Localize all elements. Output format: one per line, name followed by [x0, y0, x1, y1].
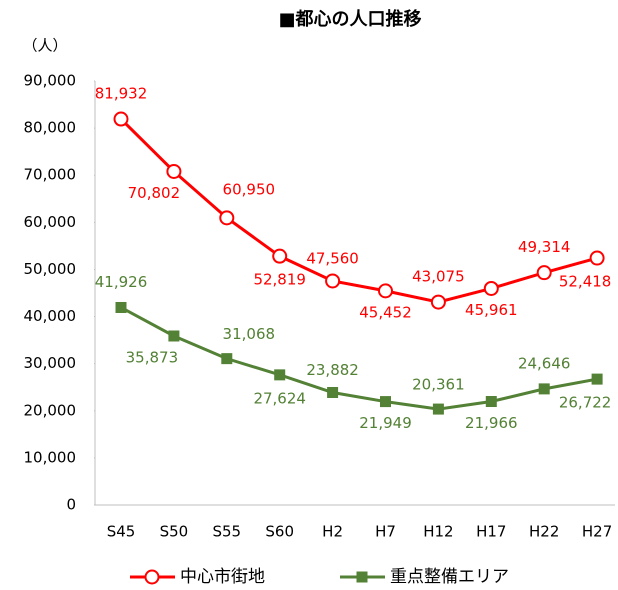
series-line [120, 306, 598, 411]
x-tick-label: S45 [107, 523, 136, 541]
point-marker [483, 280, 499, 296]
point-marker [113, 111, 129, 127]
data-label: 31,068 [223, 325, 276, 343]
data-label: 49,314 [518, 238, 571, 256]
data-label: 81,932 [95, 85, 148, 103]
legend-marker [356, 571, 368, 583]
legend-marker [144, 569, 160, 585]
y-tick-label: 40,000 [24, 307, 77, 325]
data-label: 35,873 [126, 348, 179, 366]
point-marker [430, 294, 446, 310]
y-tick-label: 60,000 [24, 213, 77, 231]
point-marker [538, 383, 550, 395]
x-tick-label: S55 [212, 523, 241, 541]
legend-label: 重点整備エリア [390, 567, 509, 587]
data-label: 24,646 [518, 354, 571, 372]
x-tick-label: H12 [423, 523, 453, 541]
y-tick-label: 10,000 [24, 448, 77, 466]
legend-label: 中心市街地 [180, 567, 265, 587]
y-tick-label: 20,000 [24, 401, 77, 419]
point-marker [166, 163, 182, 179]
point-marker [591, 373, 603, 385]
point-marker [378, 283, 393, 299]
point-marker [274, 369, 286, 381]
data-label: 70,802 [128, 184, 181, 202]
series-line [119, 117, 598, 304]
data-label: 52,819 [253, 271, 306, 289]
y-tick-label: 90,000 [24, 72, 77, 90]
point-marker [325, 273, 341, 289]
x-tick-label: S60 [265, 523, 294, 541]
point-marker [589, 250, 605, 266]
y-axis-label: （人） [22, 37, 67, 55]
data-label: 41,926 [95, 273, 148, 291]
point-marker [485, 396, 497, 408]
data-label: 52,418 [559, 273, 612, 291]
data-label: 27,624 [253, 389, 306, 407]
point-marker [327, 386, 339, 398]
point-marker [219, 210, 235, 226]
x-tick-label: H7 [375, 523, 396, 541]
point-marker [536, 265, 552, 281]
data-label: 23,882 [306, 361, 359, 379]
point-marker [272, 248, 288, 264]
data-label: 21,966 [465, 414, 518, 432]
x-tick-label: H27 [582, 523, 612, 541]
x-tick-label: S50 [160, 523, 189, 541]
data-label: 45,452 [359, 303, 412, 321]
data-label: 43,075 [412, 268, 465, 286]
y-tick-label: 50,000 [24, 260, 77, 278]
point-marker [432, 403, 444, 415]
data-label: 60,950 [223, 180, 276, 198]
x-tick-label: H17 [476, 523, 506, 541]
y-tick-label: 30,000 [24, 354, 77, 372]
data-label: 26,722 [559, 394, 612, 412]
y-tick-label: 80,000 [24, 119, 77, 137]
data-label: 47,560 [306, 249, 359, 267]
chart-title: ■都心の人口推移 [278, 8, 421, 30]
data-label: 45,961 [465, 301, 518, 319]
y-tick-label: 0 [66, 496, 76, 514]
point-marker [168, 330, 180, 342]
data-label: 21,949 [359, 414, 412, 432]
y-tick-label: 70,000 [24, 166, 77, 184]
x-tick-label: H2 [322, 523, 343, 541]
point-marker [221, 353, 233, 365]
point-marker [380, 396, 391, 408]
x-tick-label: H22 [529, 523, 559, 541]
data-label: 20,361 [412, 376, 465, 394]
point-marker [115, 301, 127, 313]
